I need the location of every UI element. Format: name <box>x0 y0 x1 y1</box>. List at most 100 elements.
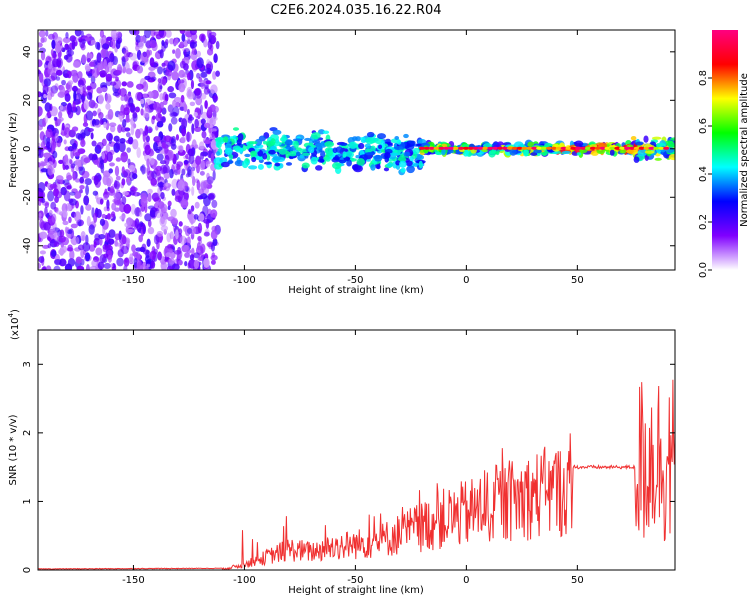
spectrogram-signal-blob <box>224 147 233 155</box>
spectrogram-signal-blob <box>365 151 375 156</box>
spectrogram-noise-blob <box>210 36 216 45</box>
spectrogram-noise-blob <box>94 233 101 241</box>
spectrogram-ridge-blob <box>580 146 587 150</box>
spectrogram-signal-blob <box>358 142 365 150</box>
spectrogram-noise-blob <box>164 38 169 45</box>
spectrogram-signal-blob <box>416 154 425 161</box>
svg-text:(x104): (x104) <box>7 309 21 340</box>
spectrogram-noise-blob <box>179 235 187 245</box>
spectrogram-ridge-blob <box>492 146 499 150</box>
spectrogram-noise-blob <box>93 212 98 223</box>
spectrogram-signal-blob <box>396 139 402 145</box>
spectrogram-noise-blob <box>69 191 76 196</box>
snr-x-tick-label: -50 <box>347 575 363 586</box>
spectrogram-signal-blob <box>272 155 282 161</box>
snr-y-ticks: 0 1 2 3 <box>22 361 675 573</box>
spectrogram-noise-blob <box>151 115 156 120</box>
spectrogram-noise-blob <box>173 169 179 176</box>
spectrogram-signal-blob <box>241 160 249 169</box>
spectrogram-noise-blob <box>111 202 117 211</box>
spectrogram-noise-blob <box>198 141 205 150</box>
spectrogram-noise-blob <box>102 225 106 236</box>
spectrogram-noise-blob <box>40 161 48 167</box>
spectrogram-noise-blob <box>211 130 218 139</box>
spectrogram-y-label: Frequency (Hz) <box>8 112 19 188</box>
spectrogram-noise-blob <box>45 265 52 270</box>
spectrogram-signal-blob <box>228 154 234 160</box>
spectrogram-noise-blob <box>38 199 42 206</box>
spectrogram-noise-blob <box>165 30 172 38</box>
spectrogram-noise-blob <box>193 111 198 117</box>
spectrogram-noise-blob <box>92 110 97 117</box>
spectrogram-noise-blob <box>123 107 130 116</box>
spectrogram-noise-blob <box>194 118 199 129</box>
spectrogram-noise-blob <box>86 57 92 63</box>
spectrogram-noise-blob <box>103 253 109 258</box>
spectrogram-noise-blob <box>99 118 104 125</box>
spectrogram-signal-blob <box>644 150 655 154</box>
spectrogram-noise-blob <box>135 91 142 101</box>
spectrogram-ridge-blob <box>497 146 504 150</box>
spectrogram-signal-blob <box>281 134 287 142</box>
spectrogram-signal-blob <box>274 148 279 152</box>
spectrogram-frame <box>37 29 676 271</box>
spectrogram-noise-blob <box>191 186 195 196</box>
spectrogram-noise-blob <box>196 242 201 251</box>
spectrogram-noise-blob <box>164 154 170 166</box>
spectrogram-noise-blob <box>53 116 58 121</box>
spectrogram-noise-blob <box>87 128 94 133</box>
spectrogram-noise-blob <box>113 180 121 190</box>
spectrogram-signal-blob <box>262 140 268 145</box>
spectrogram-noise-blob <box>148 66 156 71</box>
spectrogram-signal-blob <box>237 133 244 142</box>
spectrogram-noise-blob <box>80 30 84 37</box>
spectrogram-noise-blob <box>80 249 85 259</box>
spectrogram-noise-blob <box>215 40 220 50</box>
spectrogram-noise-blob <box>91 67 100 79</box>
spectrogram-signal-blob <box>412 147 420 155</box>
spectrogram-noise-blob <box>51 213 57 223</box>
spectrogram-noise-blob <box>167 248 174 254</box>
spectrogram-noise-blob <box>64 164 69 170</box>
spectrogram-signal-blob <box>215 151 221 156</box>
spectrogram-ridge-blob <box>536 146 543 150</box>
spectrogram-noise-blob <box>181 118 188 130</box>
spectrogram-noise-blob <box>136 147 141 159</box>
spectrogram-signal-blob <box>338 159 347 164</box>
spectrogram-noise-blob <box>158 30 165 38</box>
spectrogram-noise-blob <box>203 160 212 165</box>
spectrogram-noise-blob <box>183 49 187 57</box>
spectrogram-noise-blob <box>144 75 151 81</box>
spectrogram-signal-blob <box>317 158 325 163</box>
spectrogram-noise-blob <box>179 30 186 34</box>
spectrogram-noise-blob <box>116 257 124 267</box>
spectrogram-noise-blob <box>200 118 206 125</box>
spectrogram-noise-blob <box>194 126 202 132</box>
spectrogram-noise-blob <box>195 87 203 99</box>
spectrogram-noise-blob <box>171 188 176 196</box>
spectrogram-signal-blob <box>435 151 443 156</box>
spectrogram-noise-blob <box>123 203 132 214</box>
spectrogram-noise-blob <box>116 31 122 39</box>
spectrogram-signal-blob <box>270 138 276 146</box>
spectrogram-noise-blob <box>200 79 205 90</box>
spectrogram-ridge-blob <box>506 146 513 150</box>
spectrogram-noise-blob <box>187 35 191 44</box>
spectrogram-signal-blob <box>263 161 272 165</box>
spectrogram-noise-blob <box>50 90 55 98</box>
spectrogram-ridge-blob <box>604 146 611 150</box>
spectrogram-noise-blob <box>181 33 186 42</box>
spectrogram-ridge-blob <box>448 146 455 150</box>
spectrogram-ridge-blob <box>418 146 425 150</box>
spectrogram-noise-blob <box>66 174 73 181</box>
spectrogram-signal-blob <box>251 156 257 163</box>
spectrogram-signal-blob <box>304 137 312 141</box>
snr-x-tick-label: 50 <box>571 575 584 586</box>
spectrogram-signal-blob <box>332 147 338 154</box>
spectrogram-noise-blob <box>138 234 143 243</box>
spectrogram-signal-blob <box>248 141 258 145</box>
spectrogram-noise-blob <box>69 249 75 261</box>
spectrogram-noise-blob <box>145 135 150 143</box>
spectrogram-noise-blob <box>196 50 202 58</box>
spectrogram-noise-blob <box>171 217 179 227</box>
